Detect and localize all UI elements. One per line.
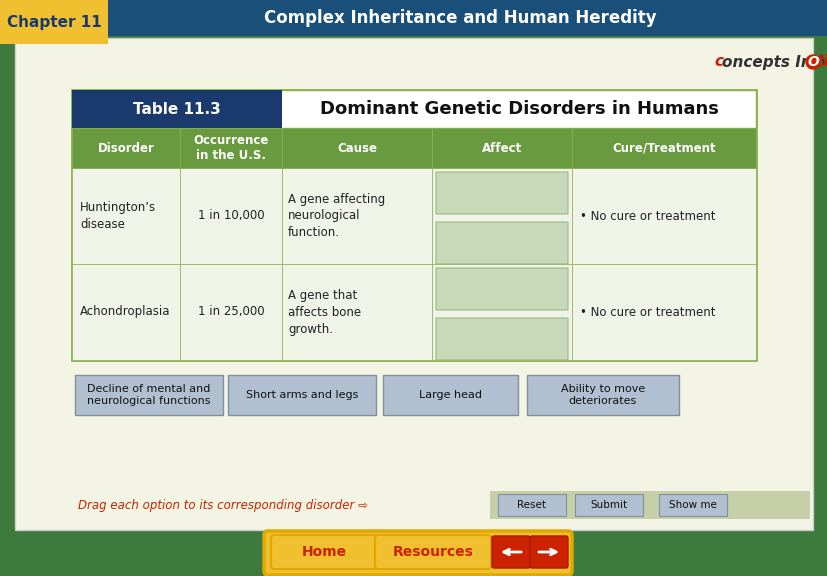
FancyBboxPatch shape: [375, 535, 490, 569]
Text: Ability to move
deteriorates: Ability to move deteriorates: [560, 384, 644, 407]
Text: A gene affecting
neurological
function.: A gene affecting neurological function.: [288, 192, 385, 240]
Text: c: c: [713, 55, 722, 70]
Bar: [0, 0, 827, 36]
Text: Home: Home: [301, 545, 347, 559]
Text: A gene that
affects bone
growth.: A gene that affects bone growth.: [288, 289, 361, 335]
Text: Drag each option to its corresponding disorder ⇨: Drag each option to its corresponding di…: [78, 498, 367, 511]
Bar: [490, 491, 809, 519]
Bar: [282, 128, 432, 168]
Bar: [526, 375, 678, 415]
Bar: [0, 0, 108, 44]
Text: oncepts In M: oncepts In M: [721, 55, 827, 70]
Bar: [574, 494, 643, 516]
Bar: [282, 264, 432, 360]
Circle shape: [805, 55, 819, 69]
Bar: [179, 264, 282, 360]
Text: 1 in 10,000: 1 in 10,000: [198, 210, 264, 222]
FancyBboxPatch shape: [436, 268, 567, 310]
Text: Cause: Cause: [337, 142, 376, 154]
Bar: [72, 90, 755, 360]
Text: Affect: Affect: [481, 142, 522, 154]
Text: Chapter 11: Chapter 11: [7, 14, 101, 29]
Bar: [571, 168, 755, 264]
Bar: [72, 90, 282, 128]
Text: Table 11.3: Table 11.3: [133, 101, 221, 116]
FancyBboxPatch shape: [264, 531, 571, 575]
FancyBboxPatch shape: [436, 172, 567, 214]
FancyBboxPatch shape: [2, 2, 108, 44]
Bar: [571, 128, 755, 168]
FancyBboxPatch shape: [529, 536, 567, 568]
Text: Resources: Resources: [392, 545, 473, 559]
Text: Complex Inheritance and Human Heredity: Complex Inheritance and Human Heredity: [263, 9, 656, 27]
FancyBboxPatch shape: [436, 318, 567, 360]
Bar: [227, 375, 375, 415]
FancyBboxPatch shape: [270, 535, 376, 569]
Bar: [658, 494, 726, 516]
Text: Disorder: Disorder: [98, 142, 155, 154]
Text: Huntington’s
disease: Huntington’s disease: [80, 201, 156, 231]
Text: Decline of mental and
neurological functions: Decline of mental and neurological funct…: [87, 384, 211, 407]
Text: Large head: Large head: [418, 390, 481, 400]
Bar: [383, 375, 518, 415]
FancyBboxPatch shape: [436, 222, 567, 264]
Bar: [179, 128, 282, 168]
Text: Occurrence
in the U.S.: Occurrence in the U.S.: [193, 134, 269, 162]
Bar: [179, 168, 282, 264]
Text: Achondroplasia: Achondroplasia: [80, 305, 170, 319]
Bar: [72, 168, 179, 264]
Text: Show me: Show me: [668, 500, 716, 510]
Bar: [72, 128, 179, 168]
FancyBboxPatch shape: [491, 536, 529, 568]
Text: 1 in 25,000: 1 in 25,000: [198, 305, 264, 319]
Bar: [432, 128, 571, 168]
Bar: [497, 494, 566, 516]
Text: O: O: [806, 55, 818, 69]
Text: Submit: Submit: [590, 500, 627, 510]
Bar: [432, 168, 571, 264]
Bar: [75, 375, 222, 415]
Text: Cure/Treatment: Cure/Treatment: [611, 142, 715, 154]
Bar: [432, 264, 571, 360]
Text: • No cure or treatment: • No cure or treatment: [579, 210, 715, 222]
Text: • No cure or treatment: • No cure or treatment: [579, 305, 715, 319]
Bar: [282, 168, 432, 264]
Bar: [0, 532, 827, 576]
Text: Dominant Genetic Disorders in Humans: Dominant Genetic Disorders in Humans: [319, 100, 718, 118]
Bar: [571, 264, 755, 360]
Bar: [72, 90, 755, 128]
Bar: [72, 264, 179, 360]
Text: ti: ti: [815, 55, 827, 70]
Text: Short arms and legs: Short arms and legs: [246, 390, 358, 400]
Text: Reset: Reset: [517, 500, 546, 510]
Bar: [15, 38, 812, 530]
